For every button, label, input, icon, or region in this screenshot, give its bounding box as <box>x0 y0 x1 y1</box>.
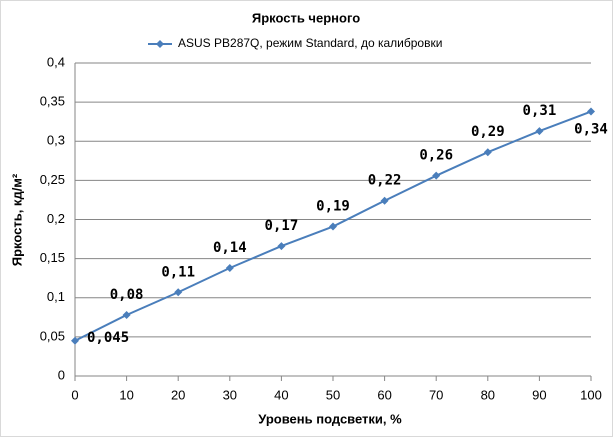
data-point <box>277 242 286 251</box>
chart-title: Яркость черного <box>252 10 360 25</box>
x-tick-label: 60 <box>377 387 391 402</box>
data-point <box>225 264 234 273</box>
x-tick-label: 70 <box>429 387 443 402</box>
data-point <box>122 310 131 319</box>
y-axis-title: Яркость, кд/м² <box>9 173 24 266</box>
y-tick-label: 0,25 <box>40 172 65 187</box>
y-tick-label: 0,3 <box>47 133 65 148</box>
data-label: 0,29 <box>471 124 505 140</box>
x-tick-label: 40 <box>274 387 288 402</box>
x-tick-label: 90 <box>532 387 546 402</box>
x-tick-label: 50 <box>326 387 340 402</box>
data-label: 0,08 <box>110 287 144 303</box>
data-point <box>380 196 389 205</box>
data-point <box>329 222 337 231</box>
legend-label: ASUS PB287Q, режим Standard, до калибров… <box>178 36 442 50</box>
x-axis-title: Уровень подсветки, % <box>258 411 402 426</box>
data-label: 0,34 <box>574 122 608 138</box>
data-point <box>432 171 441 180</box>
legend-marker <box>156 40 164 48</box>
x-tick-label: 100 <box>580 387 602 402</box>
y-tick-label: 0,2 <box>47 211 65 226</box>
data-point <box>483 148 492 157</box>
y-tick-label: 0,15 <box>40 250 65 265</box>
y-tick-label: 0,35 <box>40 94 65 109</box>
data-point <box>587 107 595 116</box>
y-tick-label: 0,05 <box>40 328 65 343</box>
y-tick-label: 0,1 <box>47 289 65 304</box>
data-label: 0,31 <box>523 103 557 119</box>
data-label: 0,045 <box>87 330 129 346</box>
data-point <box>535 127 544 136</box>
data-label: 0,11 <box>161 264 195 280</box>
x-tick-label: 20 <box>171 387 185 402</box>
data-point <box>174 288 183 297</box>
x-tick-label: 0 <box>71 387 78 402</box>
y-tick-label: 0 <box>58 367 65 382</box>
data-label: 0,14 <box>213 240 247 256</box>
x-tick-label: 80 <box>481 387 495 402</box>
x-tick-label: 10 <box>119 387 133 402</box>
data-label: 0,17 <box>265 218 299 234</box>
data-label: 0,19 <box>316 199 350 215</box>
data-label: 0,26 <box>419 148 453 164</box>
y-tick-label: 0,4 <box>47 54 65 69</box>
data-point <box>71 336 79 345</box>
data-label: 0,22 <box>368 173 402 189</box>
x-tick-label: 30 <box>223 387 237 402</box>
